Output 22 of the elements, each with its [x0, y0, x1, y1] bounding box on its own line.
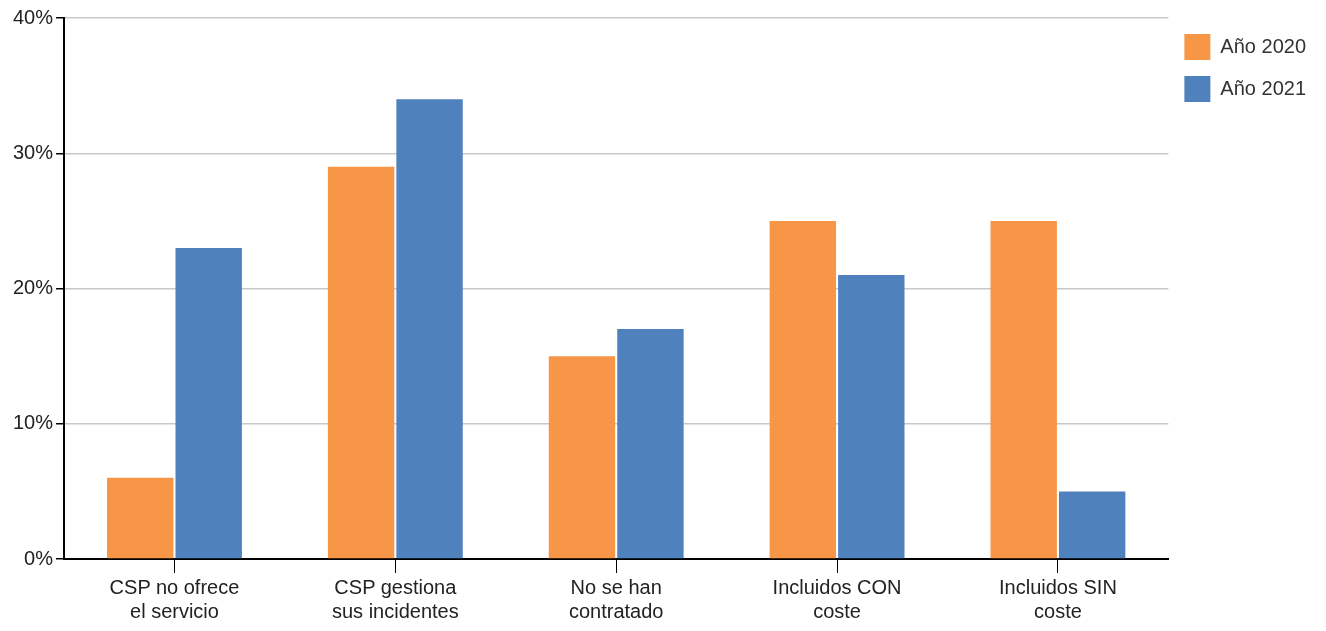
bar	[396, 99, 463, 559]
y-tick-label: 0%	[24, 546, 54, 569]
y-tick-label: 30%	[13, 140, 54, 163]
bar	[327, 166, 395, 559]
x-tick-label: No se han contratado	[568, 575, 664, 622]
bar	[990, 220, 1057, 559]
bar	[107, 477, 174, 559]
y-tick-label: 20%	[13, 276, 54, 299]
bar	[548, 356, 616, 559]
legend-label: Año 2021	[1220, 76, 1307, 99]
bar	[617, 329, 684, 559]
bar	[769, 220, 837, 559]
x-tick-label: Incluidos SIN coste	[999, 575, 1117, 622]
legend-label: Año 2020	[1220, 34, 1307, 57]
y-tick-label: 40%	[13, 5, 54, 28]
bar	[175, 247, 242, 559]
bar	[1058, 491, 1126, 559]
x-tick-label: Incluidos CON coste	[772, 575, 902, 622]
x-tick-label: CSP gestiona sus incidentes	[331, 575, 459, 622]
x-tick-label: CSP no ofrece el servicio	[109, 575, 240, 622]
bar	[838, 274, 905, 559]
y-tick-label: 10%	[13, 411, 54, 434]
